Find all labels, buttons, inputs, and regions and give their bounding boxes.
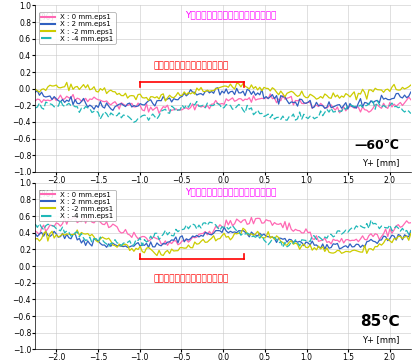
Text: Y+ [mm]: Y+ [mm]	[362, 335, 400, 344]
Text: [%]: [%]	[38, 12, 54, 21]
Text: 85℃: 85℃	[360, 314, 400, 329]
Text: チップ抵抗直上の最大主ひずみ: チップ抵抗直上の最大主ひずみ	[154, 274, 229, 283]
Text: Y+ [mm]: Y+ [mm]	[362, 158, 400, 167]
Text: Y方向仮想線上の最大主ひずみの分布: Y方向仮想線上の最大主ひずみの分布	[185, 188, 276, 197]
Text: チップ抵抗直上の最大主ひずみ: チップ抵抗直上の最大主ひずみ	[154, 62, 229, 70]
Legend: X : 0 mm.eps1, X : 2 mm.eps1, X : -2 mm.eps1, X : -4 mm.eps1: X : 0 mm.eps1, X : 2 mm.eps1, X : -2 mm.…	[39, 12, 116, 44]
Text: —60℃: —60℃	[355, 139, 400, 152]
Text: Y方向仮想線上の最大主ひずみの分布: Y方向仮想線上の最大主ひずみの分布	[185, 10, 276, 20]
Text: [%]: [%]	[38, 189, 54, 198]
Legend: X : 0 mm.eps1, X : 2 mm.eps1, X : -2 mm.eps1, X : -4 mm.eps1: X : 0 mm.eps1, X : 2 mm.eps1, X : -2 mm.…	[39, 190, 116, 221]
